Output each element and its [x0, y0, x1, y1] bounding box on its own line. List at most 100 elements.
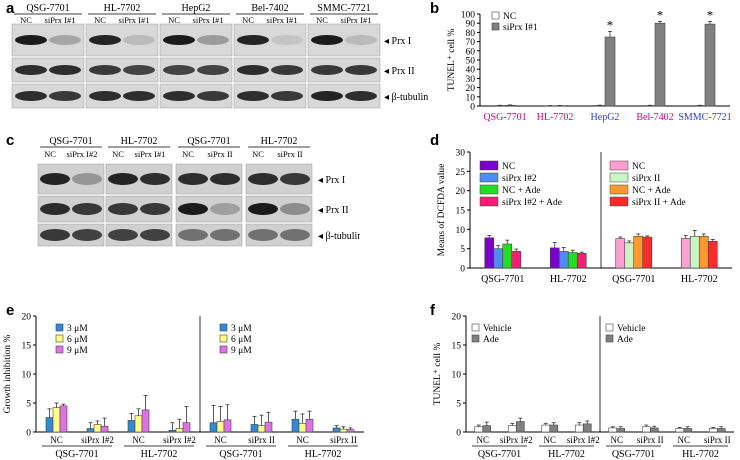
chart-f: 0 5 10 15 20 TUNEL⁺ cell % NC siPrx I#2 NC siPrx … [433, 313, 734, 460]
bar [100, 425, 109, 433]
blot-band [140, 173, 170, 185]
lane-label: siPrx II [637, 435, 664, 445]
bar [507, 425, 517, 433]
legend-swatch [471, 334, 480, 343]
blot-band [197, 35, 229, 45]
bar [502, 243, 513, 269]
cell-line-label: HL-7702 [141, 449, 178, 460]
blot-band [72, 173, 102, 185]
bar [615, 238, 626, 269]
lane-label: NC [543, 435, 556, 445]
y-tick-label: 30 [456, 149, 466, 159]
panel-label-f: f [430, 302, 435, 319]
legend-label: 9 μM [67, 346, 88, 356]
blot-band [271, 91, 303, 101]
legend-swatch [605, 334, 614, 343]
category-label: Bel-7402 [636, 112, 673, 123]
blot-band [237, 65, 269, 75]
lane-label: siPrx I#2 [67, 149, 98, 159]
legend-swatch [479, 184, 499, 195]
lane-label: NC [214, 435, 227, 445]
blot-band [89, 35, 121, 45]
blot-band [123, 65, 155, 75]
y-tick-label: 5 [460, 245, 465, 255]
y-tick-label: 0 [26, 429, 31, 439]
cell-line-label: QSG-7701 [612, 449, 655, 460]
bar [574, 424, 584, 433]
y-tick-label: 10 [466, 93, 476, 103]
blot-band [271, 65, 303, 75]
blot-band [197, 65, 229, 75]
lane-label: siPrx I#1 [267, 15, 298, 25]
legend-swatch [479, 172, 499, 183]
blot-band [311, 65, 343, 75]
blot-band [178, 229, 208, 241]
lane-label: NC [296, 435, 309, 445]
blot-band [49, 65, 81, 75]
blot-band [345, 65, 377, 75]
cell-line-label: QSG-7701 [49, 136, 92, 147]
legend-label: siPrx I#1 [503, 23, 538, 33]
lane-label: siPrx I#1 [193, 15, 224, 25]
significance-mark: * [657, 7, 664, 22]
bar [257, 425, 266, 433]
lane-label: NC [182, 149, 194, 159]
legend-label: 6 μM [231, 335, 252, 345]
chart-e: 0 5 10 15 20 Growth inhibition % NC siPrx I#2 NC… [3, 313, 364, 460]
panel-label-e: e [6, 302, 15, 319]
panel-label-c: c [6, 132, 15, 149]
lane-label: siPrx I#1 [135, 149, 166, 159]
bar [93, 424, 102, 433]
blot-band [108, 173, 138, 185]
blot-band [248, 203, 278, 215]
significance-mark: * [607, 17, 614, 32]
bar [708, 428, 718, 433]
panel-label-a: a [6, 0, 15, 17]
category-label: QSG-7701 [483, 112, 526, 123]
cell-line-label: HL-7702 [682, 449, 719, 460]
lane-label: siPrx II [704, 435, 731, 445]
legend-swatch [479, 196, 499, 207]
lane-label: siPrx II [330, 435, 357, 445]
cell-line-label: QSG-7701 [187, 136, 230, 147]
cell-line-label: QSG-7701 [55, 449, 98, 460]
cell-line-label: QSG-7701 [478, 449, 521, 460]
cell-line-label: HepG2 [182, 3, 211, 14]
legend-swatch [479, 160, 499, 171]
blot-band [178, 173, 208, 185]
y-tick-label: 20 [466, 84, 476, 94]
blot-band [237, 91, 269, 101]
bar [59, 405, 68, 433]
cell-line-label: HL-7702 [548, 449, 585, 460]
lane-label: siPrx II [248, 435, 275, 445]
blot-band [248, 229, 278, 241]
bar [558, 251, 569, 269]
blot-band [311, 91, 343, 101]
legend-label: NC [502, 162, 515, 172]
legend-swatch [609, 172, 629, 183]
bar [216, 421, 225, 433]
panel-label-d: d [430, 132, 440, 149]
legend-label: siPrx II + Ade [632, 198, 686, 208]
legend-label: Vehicle [483, 324, 512, 334]
group-label: HL-7702 [681, 274, 718, 285]
y-tick-label: 100 [461, 11, 476, 21]
legend-swatch [219, 345, 228, 354]
significance-mark: * [707, 7, 714, 22]
y-tick-label: 10 [22, 371, 32, 381]
legend-swatch [605, 323, 614, 332]
bar [45, 417, 54, 433]
legend-label: NC + Ade [632, 186, 671, 196]
y-tick-label: 15 [452, 342, 462, 352]
y-tick-label: 20 [456, 187, 466, 197]
bar [168, 429, 177, 433]
legend-swatch [609, 196, 629, 207]
legend-label: 9 μM [231, 346, 252, 356]
group-label: QSG-7701 [481, 274, 524, 285]
bar [624, 242, 635, 269]
lane-label: siPrx II [277, 149, 302, 159]
band-label-1: ◂ Prx I [384, 36, 411, 47]
bar [683, 428, 693, 433]
legend-label: Vehicle [617, 324, 646, 334]
blot-band [49, 91, 81, 101]
